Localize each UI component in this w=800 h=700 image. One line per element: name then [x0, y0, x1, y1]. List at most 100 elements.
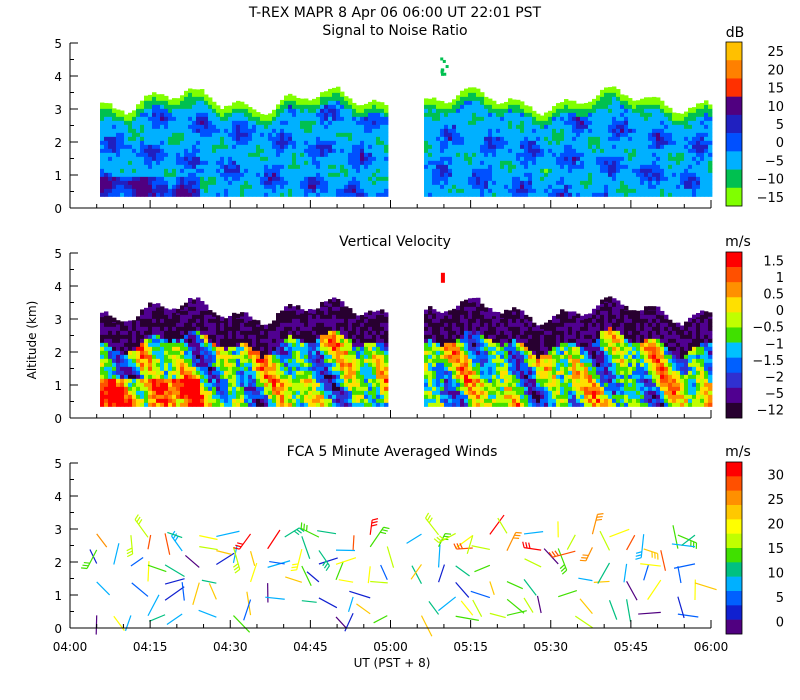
field-cell — [124, 354, 129, 359]
field-cell — [204, 112, 209, 117]
field-cell — [464, 104, 469, 109]
field-cell — [316, 116, 321, 121]
field-cell — [664, 148, 669, 153]
field-cell — [564, 168, 569, 173]
field-cell — [356, 108, 361, 113]
field-cell — [156, 176, 161, 181]
field-cell — [220, 108, 225, 114]
field-cell — [484, 188, 489, 193]
field-cell — [568, 116, 573, 121]
field-cell — [432, 128, 437, 133]
field-cell — [196, 160, 201, 165]
field-cell — [308, 402, 313, 407]
field-cell — [232, 116, 237, 121]
field-cell — [384, 188, 389, 193]
field-cell — [196, 326, 201, 331]
field-cell — [480, 152, 485, 157]
field-cell — [204, 362, 209, 367]
field-cell — [496, 112, 501, 117]
field-cell — [636, 108, 641, 113]
field-cell — [304, 322, 309, 327]
field-cell — [700, 192, 705, 197]
field-cell — [136, 362, 141, 367]
field-cell — [568, 168, 573, 173]
field-cell — [508, 164, 513, 169]
field-cell — [672, 192, 677, 197]
field-cell — [236, 132, 241, 137]
field-cell — [248, 334, 253, 339]
field-cell — [304, 172, 309, 177]
field-cell — [248, 358, 253, 363]
field-cell — [264, 370, 269, 375]
field-cell — [284, 318, 289, 323]
field-cell — [164, 104, 169, 109]
field-cell — [300, 172, 305, 177]
field-cell — [188, 160, 193, 165]
field-cell — [112, 168, 117, 173]
field-cell — [240, 160, 245, 165]
field-cell — [216, 148, 221, 153]
field-cell — [588, 192, 593, 197]
field-cell — [592, 188, 597, 193]
field-cell — [368, 180, 373, 185]
field-cell — [160, 338, 165, 343]
field-cell — [128, 354, 133, 359]
field-cell — [640, 144, 645, 149]
field-cell — [384, 140, 389, 145]
field-cell — [196, 362, 201, 367]
field-cell — [360, 120, 365, 125]
field-cell — [692, 192, 697, 197]
field-cell — [168, 326, 173, 331]
field-cell — [332, 128, 337, 133]
field-cell — [604, 100, 609, 105]
field-cell — [460, 128, 465, 133]
field-cell — [164, 402, 169, 407]
field-cell — [108, 176, 113, 181]
field-cell — [148, 318, 153, 323]
field-cell — [236, 104, 241, 109]
field-cell — [708, 128, 713, 133]
field-cell — [148, 144, 153, 149]
field-cell — [312, 172, 317, 177]
field-cell — [552, 160, 557, 165]
field-cell — [128, 386, 133, 391]
field-cell — [504, 144, 509, 149]
field-cell — [648, 108, 653, 113]
field-cell — [276, 120, 281, 125]
field-cell — [552, 108, 557, 113]
field-cell — [500, 140, 505, 145]
field-cell — [672, 120, 677, 125]
field-cell — [452, 116, 457, 121]
field-cell — [292, 370, 297, 375]
field-cell — [168, 318, 173, 323]
field-cell — [152, 386, 157, 391]
field-cell — [364, 156, 369, 161]
field-cell — [272, 112, 277, 117]
field-cell — [276, 160, 281, 165]
field-cell — [220, 112, 225, 117]
field-cell — [168, 386, 173, 391]
field-cell — [288, 390, 293, 395]
field-cell — [260, 124, 265, 129]
field-cell — [172, 136, 177, 141]
field-cell — [132, 180, 137, 185]
field-cell — [232, 354, 237, 359]
field-cell — [244, 326, 249, 331]
field-cell — [204, 378, 209, 383]
field-cell — [172, 334, 177, 339]
colorbar-tick-label: 20 — [767, 63, 784, 78]
field-cell — [436, 152, 441, 157]
field-cell — [308, 128, 313, 133]
field-cell — [612, 156, 617, 161]
field-cell — [356, 152, 361, 157]
field-cell — [660, 192, 665, 197]
field-cell — [256, 116, 261, 121]
field-cell — [584, 112, 589, 117]
field-cell — [244, 354, 249, 359]
field-cell — [372, 132, 377, 137]
field-cell — [272, 358, 277, 363]
field-cell — [344, 156, 349, 161]
field-cell — [576, 188, 581, 193]
field-cell — [188, 394, 193, 399]
field-cell — [660, 132, 665, 137]
